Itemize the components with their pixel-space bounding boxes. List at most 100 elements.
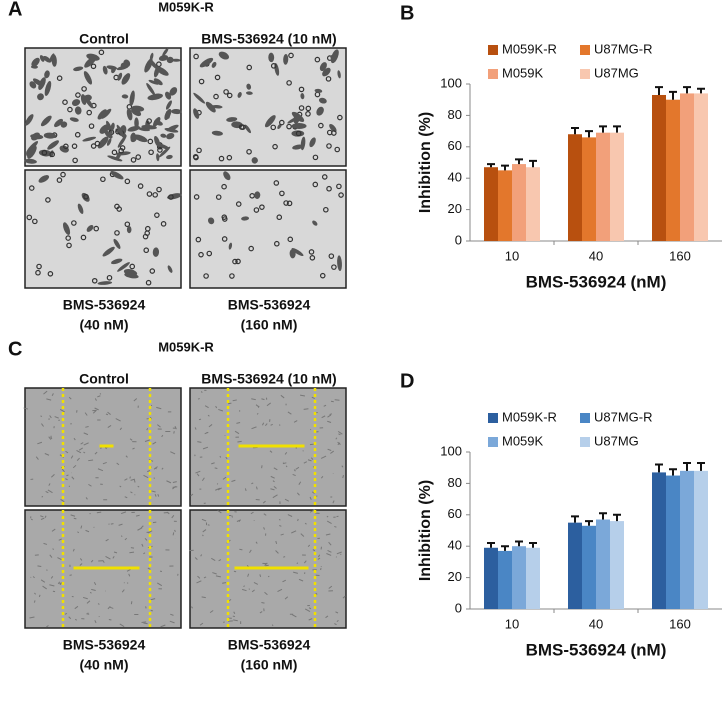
cell: [85, 529, 90, 533]
cell: [133, 134, 148, 143]
cell: [275, 550, 279, 554]
bar: [666, 475, 680, 609]
cell: [32, 576, 35, 579]
cell: [316, 106, 324, 116]
cell: [206, 250, 213, 257]
bar: [498, 550, 512, 609]
bar: [610, 521, 624, 609]
cell: [154, 212, 160, 218]
cell: [303, 560, 307, 564]
cell: [327, 448, 332, 451]
cell: [337, 442, 341, 446]
bar: [484, 547, 498, 609]
cell: [336, 619, 339, 623]
cell: [89, 591, 92, 594]
cell: [146, 191, 153, 197]
cell: [86, 224, 94, 232]
cell: [29, 616, 35, 619]
cell: [74, 131, 81, 138]
cell: [241, 216, 250, 221]
cell: [97, 395, 101, 398]
cell: [143, 622, 148, 625]
error-bar: [697, 461, 705, 471]
cell: [83, 442, 89, 446]
cell: [107, 411, 111, 415]
cell: [215, 575, 221, 578]
cell: [70, 455, 74, 459]
cell: [41, 149, 48, 156]
cell: [80, 525, 83, 529]
cell: [251, 398, 256, 401]
cell: [325, 615, 329, 619]
y-axis-label: Inhibition (%): [417, 480, 434, 581]
y-tick-label: 100: [440, 443, 462, 458]
error-bar: [683, 461, 691, 471]
cell: [73, 517, 77, 520]
cell: [119, 485, 122, 488]
cell: [29, 81, 37, 89]
cell: [65, 450, 69, 454]
cell: [337, 430, 343, 435]
cell: [337, 114, 343, 121]
cell: [48, 483, 51, 486]
image-caption: BMS-536924: [228, 637, 311, 653]
cell: [172, 486, 178, 488]
cell: [283, 200, 289, 206]
cell: [91, 277, 98, 284]
cell: [231, 479, 236, 482]
cell: [320, 455, 327, 459]
error-bar: [585, 130, 593, 138]
legend-label: U87MG-R: [594, 409, 653, 424]
cell: [309, 428, 312, 431]
micrograph: [189, 387, 347, 507]
cell: [50, 576, 54, 579]
error-bar: [487, 542, 495, 548]
cell: [100, 176, 106, 183]
cell: [121, 94, 129, 99]
cell: [44, 453, 50, 456]
error-bar: [683, 86, 691, 94]
cell: [110, 171, 124, 180]
error-bar: [529, 542, 537, 548]
cell: [137, 183, 144, 189]
cell: [168, 194, 174, 200]
cell: [94, 620, 97, 624]
cell: [193, 194, 200, 200]
x-axis-label: BMS-536924 (nM): [526, 640, 667, 659]
cell: [57, 557, 62, 560]
cell: [166, 56, 174, 64]
y-tick-label: 20: [448, 569, 462, 584]
cell: [119, 427, 123, 431]
cell: [142, 233, 149, 240]
cell: [214, 74, 221, 81]
cell: [79, 563, 83, 566]
cell: [24, 158, 37, 164]
cell: [323, 404, 327, 407]
cell: [218, 155, 225, 162]
cell: [201, 477, 205, 482]
cell: [248, 245, 254, 252]
cell: [114, 203, 120, 210]
cell: [110, 523, 114, 525]
cell: [337, 255, 342, 271]
cell: [169, 87, 178, 96]
cell: [171, 514, 175, 519]
cell: [59, 409, 65, 413]
cell: [60, 121, 68, 128]
cell: [198, 251, 204, 258]
cell: [296, 492, 300, 496]
x-tick-label: 40: [589, 616, 603, 631]
cell: [49, 415, 52, 419]
cell: [147, 93, 163, 101]
bar: [680, 93, 694, 241]
cell: [211, 462, 215, 465]
cell: [73, 437, 76, 441]
cell: [217, 487, 222, 491]
panel-letter: D: [400, 370, 414, 392]
cell: [97, 136, 109, 149]
cell: [153, 477, 155, 479]
cell: [56, 75, 63, 81]
cell: [112, 556, 115, 559]
cell: [129, 90, 135, 107]
cell: [126, 108, 133, 121]
